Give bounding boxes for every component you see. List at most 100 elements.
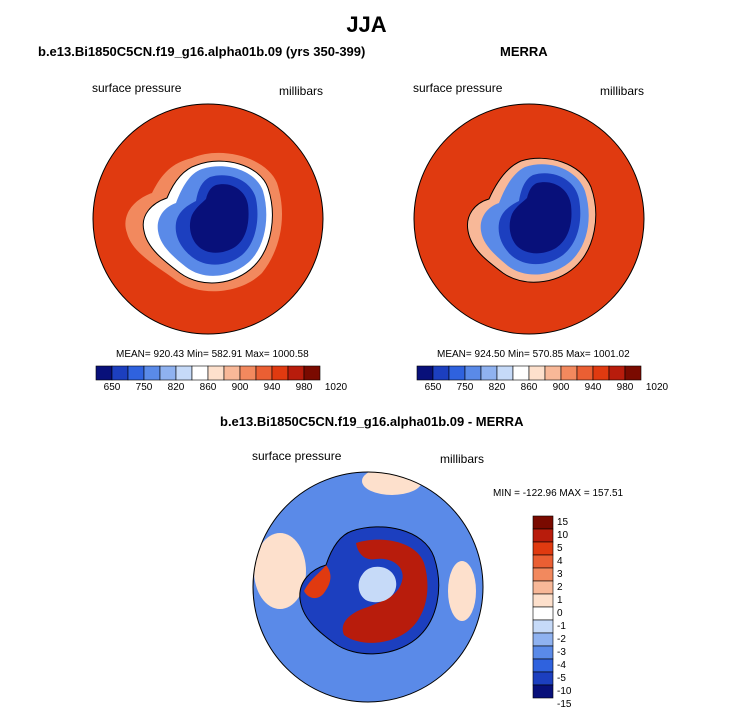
diff-colorbar-ticks: 15 10 5 4 3 2 1 0 -1 -2 -3 -4 -5 -10 -15 [557,516,587,710]
colorbar-tick-label: 650 [103,382,121,393]
colorbar-swatch [512,365,530,381]
right-colorbar-ticks: 650 750 820 860 900 940 980 1020 [417,382,668,396]
colorbar-tick-label: -2 [557,633,566,645]
colorbar-swatch [271,365,289,381]
diff-units-label: millibars [440,452,485,466]
colorbar-swatch [528,365,546,381]
colorbar-swatch [432,365,450,381]
colorbar-swatch [592,365,610,381]
left-units-label: millibars [279,84,324,98]
colorbar-tick-label: 820 [488,382,506,393]
colorbar-swatch [191,365,209,381]
colorbar-tick-label: 940 [263,382,281,393]
colorbar-swatch [532,658,554,673]
colorbar-tick-label: -10 [557,685,572,697]
colorbar-swatch [576,365,594,381]
colorbar-swatch [416,365,434,381]
positive-ridge [342,539,428,643]
colorbar-tick-label: -1 [557,620,566,632]
colorbar-tick-label: 650 [424,382,442,393]
colorbar-tick-label: 5 [557,542,563,554]
colorbar-tick-label: 3 [557,568,563,580]
left-stats: MEAN= 920.43 Min= 582.91 Max= 1000.58 [116,349,309,360]
colorbar-tick-label: 1020 [324,382,348,393]
colorbar-swatch [480,365,498,381]
colorbar-swatch [532,671,554,686]
weak-anomaly [254,533,306,609]
colorbar-tick-label: -4 [557,659,566,671]
colorbar-swatch [532,528,554,543]
colorbar-tick-label: -5 [557,672,566,684]
colorbar-tick-label: 900 [552,382,570,393]
negative-center [358,566,397,603]
colorbar-swatch [255,365,273,381]
left-colorbar [95,365,321,381]
colorbar-swatch [532,593,554,608]
colorbar-swatch [207,365,225,381]
colorbar-swatch [496,365,514,381]
colorbar-tick-label: 0 [557,607,563,619]
right-colorbar [416,365,642,381]
colorbar-swatch [464,365,482,381]
plateau [509,182,572,254]
colorbar-swatch [159,365,177,381]
colorbar-swatch [111,365,129,381]
colorbar-swatch [532,619,554,634]
colorbar-tick-label: 1 [557,594,563,606]
colorbar-tick-label: 980 [295,382,313,393]
diff-panel-title: b.e13.Bi1850C5CN.f19_g16.alpha01b.09 - M… [220,414,524,429]
colorbar-swatch [532,684,554,699]
coastline [466,157,597,283]
right-variable-label: surface pressure [413,81,503,95]
weak-anomaly [448,561,476,621]
colorbar-swatch [448,365,466,381]
colorbar-swatch [560,365,578,381]
peninsula-diff [304,565,331,599]
colorbar-tick-label: -15 [557,698,572,710]
colorbar-tick-label: 2 [557,581,563,593]
diff-stats: MIN = -122.96 MAX = 157.51 [493,488,624,499]
diff-colorbar [532,515,554,699]
right-stats: MEAN= 924.50 Min= 570.85 Max= 1001.02 [437,349,630,360]
colorbar-swatch [223,365,241,381]
coastline [142,160,273,284]
figure-title: JJA [346,12,387,37]
colorbar-tick-label: 820 [167,382,185,393]
colorbar-swatch [624,365,642,381]
colorbar-tick-label: 1020 [645,382,669,393]
colorbar-swatch [239,365,257,381]
left-map [92,103,324,335]
left-colorbar-ticks: 650 750 820 860 900 940 980 1020 [96,382,347,396]
colorbar-tick-label: 900 [231,382,249,393]
colorbar-swatch [175,365,193,381]
colorbar-tick-label: 750 [135,382,153,393]
colorbar-tick-label: 860 [199,382,217,393]
colorbar-tick-label: -3 [557,646,566,658]
colorbar-tick-label: 10 [557,529,569,541]
colorbar-swatch [127,365,145,381]
right-units-label: millibars [600,84,645,98]
left-variable-label: surface pressure [92,81,182,95]
right-panel-title: MERRA [500,44,548,59]
colorbar-swatch [143,365,161,381]
colorbar-swatch [532,541,554,556]
colorbar-swatch [303,365,321,381]
colorbar-tick-label: 860 [520,382,538,393]
colorbar-tick-label: 750 [456,382,474,393]
colorbar-swatch [544,365,562,381]
left-panel-title: b.e13.Bi1850C5CN.f19_g16.alpha01b.09 (yr… [38,44,366,59]
colorbar-swatch [532,580,554,595]
coastline [299,526,440,655]
right-map [413,103,645,335]
colorbar-swatch [532,515,554,530]
colorbar-swatch [532,554,554,569]
colorbar-swatch [532,632,554,647]
colorbar-tick-label: 980 [616,382,634,393]
diff-variable-label: surface pressure [252,449,342,463]
colorbar-swatch [287,365,305,381]
colorbar-swatch [95,365,113,381]
colorbar-tick-label: 4 [557,555,563,567]
colorbar-swatch [608,365,626,381]
colorbar-swatch [532,567,554,582]
diff-map [252,471,484,703]
